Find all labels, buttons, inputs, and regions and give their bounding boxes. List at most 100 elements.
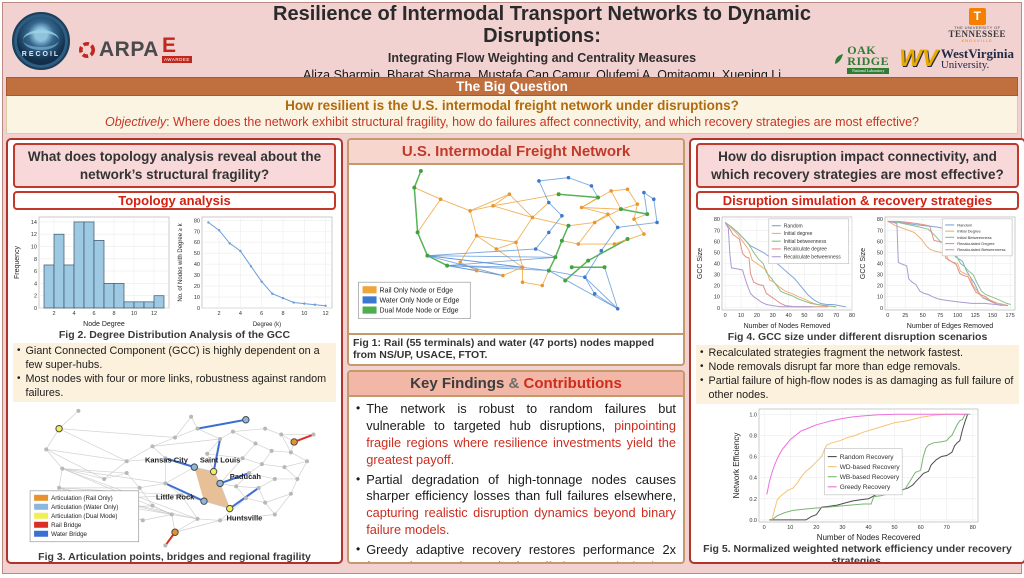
header-titles: Resilience of Intermodal Transport Netwo… <box>254 1 830 82</box>
svg-text:Recalculated Betweenness: Recalculated Betweenness <box>957 247 1005 252</box>
svg-text:6: 6 <box>92 311 95 317</box>
fig2-ccdf-chart: 2 4 6 8 10 12 0 10 20 30 40 50 60 70 80 Degree (k) No. o… <box>178 216 332 328</box>
header-logos-left: RECOIL ARPA E AWARDEE <box>6 12 254 70</box>
svg-text:Initial Betweenness: Initial Betweenness <box>957 235 991 240</box>
fig1-map-chart: Rail Only Node or Edge Water Only Node or… <box>358 168 659 319</box>
key-findings-title: Key Findings & Contributions <box>349 372 683 397</box>
svg-text:40: 40 <box>193 262 199 268</box>
arpae-awardee-badge: AWARDEE <box>161 56 192 64</box>
big-question-body: How resilient is the U.S. intermodal fre… <box>6 96 1018 134</box>
svg-text:GCC Size: GCC Size <box>860 248 867 279</box>
svg-text:Dual Mode Node or Edge: Dual Mode Node or Edge <box>380 308 459 315</box>
svg-text:0.4: 0.4 <box>749 476 757 482</box>
panel-freight-network: U.S. Intermodal Freight Network Rail Onl… <box>347 138 685 366</box>
svg-text:30: 30 <box>714 273 720 279</box>
svg-text:80: 80 <box>969 525 975 531</box>
svg-text:50: 50 <box>714 251 720 257</box>
question-header-right: How do disruption impact connectivity, a… <box>696 143 1019 189</box>
oak-ridge-line1: OAK <box>847 42 877 57</box>
svg-text:10: 10 <box>876 295 882 301</box>
header: RECOIL ARPA E AWARDEE Resilience of Inte… <box>6 3 1018 82</box>
subhead-topology: Topology analysis <box>13 191 336 211</box>
svg-text:12: 12 <box>151 311 157 317</box>
svg-text:10: 10 <box>787 525 793 531</box>
fig4-caption: Fig 4. GCC size under different disrupti… <box>727 331 988 344</box>
svg-text:Articulation (Dual Mode): Articulation (Dual Mode) <box>51 513 117 520</box>
svg-text:Number of Nodes Recovered: Number of Nodes Recovered <box>816 533 920 542</box>
big-question-line1: How resilient is the U.S. intermodal fre… <box>285 98 739 113</box>
big-question-line2: Objectively: Where does the network exhi… <box>104 115 920 129</box>
svg-text:70: 70 <box>193 229 199 235</box>
svg-text:40: 40 <box>714 262 720 268</box>
svg-text:0: 0 <box>34 306 37 312</box>
tennessee-logo-name: TENNESSEE <box>948 28 1006 39</box>
svg-text:Node Degree: Node Degree <box>83 321 125 328</box>
svg-text:175: 175 <box>1005 313 1014 319</box>
svg-text:4: 4 <box>34 281 37 287</box>
svg-text:40: 40 <box>876 262 882 268</box>
svg-text:80: 80 <box>876 217 882 223</box>
panel-key-findings: Key Findings & Contributions • The networ… <box>347 370 685 564</box>
svg-text:40: 40 <box>865 525 871 531</box>
svg-text:50: 50 <box>876 251 882 257</box>
fig4-nodes-chart: 0 10 20 30 40 50 60 70 80 0 10 20 30 40 50 60 70 80 Number… <box>697 216 855 330</box>
svg-text:60: 60 <box>714 239 720 245</box>
panel-disruption: How do disruption impact connectivity, a… <box>689 138 1024 564</box>
svg-text:Initial betweenness: Initial betweenness <box>784 239 827 245</box>
svg-text:Random: Random <box>784 224 803 230</box>
svg-text:10: 10 <box>193 295 199 301</box>
svg-text:12: 12 <box>322 311 328 317</box>
svg-text:Rail Bridge: Rail Bridge <box>51 522 82 529</box>
svg-text:0.2: 0.2 <box>749 497 757 503</box>
oak-ridge-logo: OAK RIDGE National Laboratory <box>833 42 890 75</box>
svg-text:0: 0 <box>762 525 765 531</box>
fig3-caption: Fig 3. Articulation points, bridges and … <box>38 551 311 564</box>
svg-text:6: 6 <box>260 311 263 317</box>
svg-text:70: 70 <box>943 525 949 531</box>
svg-text:Little Rock: Little Rock <box>155 493 194 502</box>
svg-text:20: 20 <box>714 284 720 290</box>
svg-text:60: 60 <box>193 240 199 246</box>
svg-text:80: 80 <box>193 218 199 224</box>
panel-topology: What does topology analysis reveal about… <box>6 138 343 564</box>
fig3-network-chart: Kansas City Saint Louis Paducah Little Rock… <box>29 409 315 548</box>
svg-text:20: 20 <box>754 313 760 319</box>
key-findings-list: • The network is robust to random failure… <box>356 401 676 562</box>
svg-text:10: 10 <box>738 313 744 319</box>
tennessee-logo-city: KNOXVILLE <box>961 37 993 43</box>
svg-text:125: 125 <box>970 313 979 319</box>
svg-text:8: 8 <box>281 311 284 317</box>
svg-text:10: 10 <box>714 295 720 301</box>
svg-text:0: 0 <box>724 313 727 319</box>
svg-text:Water Only Node or Edge: Water Only Node or Edge <box>380 298 460 305</box>
fig5-recovery-chart: 0 10 20 30 40 50 60 70 80 0.0 0.2 0.4 0.6 0.8 1.0 Numbe… <box>733 408 978 542</box>
arpae-swirl-icon <box>79 41 95 58</box>
svg-text:WB-based Recovery: WB-based Recovery <box>839 474 899 481</box>
oak-ridge-line2: RIDGE <box>847 54 890 69</box>
svg-text:0: 0 <box>879 306 882 312</box>
svg-text:0.8: 0.8 <box>749 434 757 440</box>
svg-text:Huntsville: Huntsville <box>226 514 262 523</box>
svg-text:Random Recovery: Random Recovery <box>839 454 894 461</box>
svg-text:20: 20 <box>876 284 882 290</box>
svg-text:10: 10 <box>31 245 37 251</box>
wvu-logo: WV WestVirginia University. <box>899 47 1014 71</box>
svg-text:4: 4 <box>238 311 241 317</box>
svg-text:2: 2 <box>217 311 220 317</box>
svg-text:60: 60 <box>917 525 923 531</box>
fig1-caption: Fig 1: Rail (55 terminals) and water (47… <box>349 333 683 364</box>
svg-text:60: 60 <box>876 239 882 245</box>
svg-text:30: 30 <box>770 313 776 319</box>
svg-text:Initial degree: Initial degree <box>784 231 813 237</box>
svg-text:Recalculate betweenness: Recalculate betweenness <box>784 255 841 261</box>
svg-text:Recalculated Degree: Recalculated Degree <box>957 241 995 246</box>
fig5-caption: Fig 5. Normalized weighted network effic… <box>703 543 1012 564</box>
oak-leaf-icon <box>835 54 844 65</box>
svg-text:150: 150 <box>988 313 997 319</box>
recoil-logo: RECOIL <box>12 12 70 70</box>
svg-text:Initial Degree: Initial Degree <box>957 229 981 234</box>
svg-text:Random: Random <box>957 222 973 227</box>
middle-column: U.S. Intermodal Freight Network Rail Onl… <box>347 138 685 564</box>
svg-text:2: 2 <box>52 311 55 317</box>
